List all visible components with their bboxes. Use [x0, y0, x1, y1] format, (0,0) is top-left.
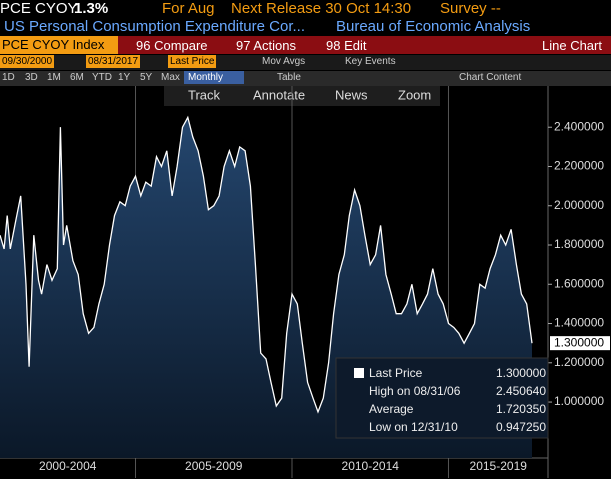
- last-price-tag-label: 1.300000: [554, 335, 604, 349]
- toolbar-button[interactable]: Zoom: [398, 87, 431, 102]
- legend-label: Last Price: [369, 366, 423, 380]
- frequency-select[interactable]: Monthly: [184, 71, 244, 84]
- period-button[interactable]: 6M: [70, 72, 84, 83]
- y-tick-label: 1.400000: [554, 316, 604, 330]
- legend: Last Price 1.300000 High on 08/31/06 2.4506…: [335, 357, 549, 439]
- compare-button[interactable]: 96 Compare: [136, 38, 208, 53]
- last-value: 1.3%: [74, 0, 109, 17]
- description-row: US Personal Consumption Expenditure Cor.…: [0, 18, 611, 36]
- legend-box: [335, 357, 549, 439]
- last-price-tag: [550, 336, 610, 351]
- y-tick-label: 1.200000: [554, 355, 604, 369]
- mov-avgs[interactable]: Mov Avgs: [262, 56, 306, 67]
- period-button[interactable]: 3D: [25, 72, 38, 83]
- next-release: Next Release 30 Oct 14:30: [231, 0, 412, 17]
- period-button[interactable]: 1Y: [118, 72, 131, 83]
- period-button[interactable]: 1D: [2, 72, 15, 83]
- y-tick-label: 1.600000: [554, 276, 604, 290]
- legend-value: 2.450640: [496, 384, 546, 398]
- legend-swatch: [354, 368, 364, 378]
- y-tick-label: 2.200000: [554, 159, 604, 173]
- end-date[interactable]: 08/31/2017: [86, 55, 141, 68]
- period-button[interactable]: YTD: [92, 72, 112, 83]
- y-tick-label: 2.000000: [554, 198, 604, 212]
- legend-value: 1.720350: [496, 402, 546, 416]
- field-select[interactable]: Last Price: [168, 55, 217, 68]
- x-band-label: 2005-2009: [185, 459, 243, 473]
- y-tick-label: 1.800000: [554, 237, 604, 251]
- x-band-label: 2010-2014: [342, 459, 400, 473]
- start-date[interactable]: 09/30/2000: [0, 55, 55, 68]
- y-tick-label: 1.000000: [554, 394, 604, 408]
- view-label: Line Chart: [542, 38, 602, 53]
- legend-value: 0.947250: [496, 420, 546, 434]
- table-button[interactable]: Table: [277, 72, 301, 83]
- menu-bar: PCE CYOY Index 96 Compare 97 Actions 98 …: [0, 36, 611, 54]
- period-button[interactable]: 5Y: [140, 72, 153, 83]
- description: US Personal Consumption Expenditure Cor.…: [4, 18, 305, 35]
- chart: Track Annotate News Zoom 2000-2004 2005-2009 2…: [0, 86, 610, 478]
- edit-button[interactable]: 98 Edit: [326, 38, 367, 53]
- survey: Survey --: [440, 0, 501, 17]
- period-button[interactable]: 1M: [47, 72, 61, 83]
- toolbar-button[interactable]: Track: [188, 87, 221, 102]
- controls-row: 09/30/2000 08/31/2017 Last Price Mov Avg…: [0, 55, 611, 70]
- legend-label: Low on 12/31/10: [369, 420, 458, 434]
- period-row: 1D 3D 1M 6M YTD 1Y 5Y Max Monthly Table …: [0, 71, 611, 86]
- security-field[interactable]: PCE CYOY Index: [0, 36, 118, 54]
- legend-label: High on 08/31/06: [369, 384, 461, 398]
- chart-content-button[interactable]: Chart Content: [459, 72, 522, 83]
- actions-button[interactable]: 97 Actions: [236, 38, 296, 53]
- header-row: PCE CYOY 1.3% For Aug Next Release 30 Oc…: [0, 0, 611, 18]
- toolbar-button[interactable]: News: [335, 87, 368, 102]
- x-band-label: 2000-2004: [39, 459, 97, 473]
- source: Bureau of Economic Analysis: [336, 18, 531, 35]
- key-events[interactable]: Key Events: [345, 56, 396, 67]
- price-line: [0, 115, 533, 414]
- period-button[interactable]: Max: [161, 72, 180, 83]
- x-band-label: 2015-2019: [470, 459, 528, 473]
- ticker: PCE CYOY: [0, 0, 78, 17]
- chart-toolbar: [164, 86, 440, 106]
- toolbar-button[interactable]: Annotate: [253, 87, 305, 102]
- legend-label: Average: [369, 402, 414, 416]
- legend-value: 1.300000: [496, 366, 546, 380]
- y-tick-label: 2.400000: [554, 119, 604, 133]
- period: For Aug: [162, 0, 215, 17]
